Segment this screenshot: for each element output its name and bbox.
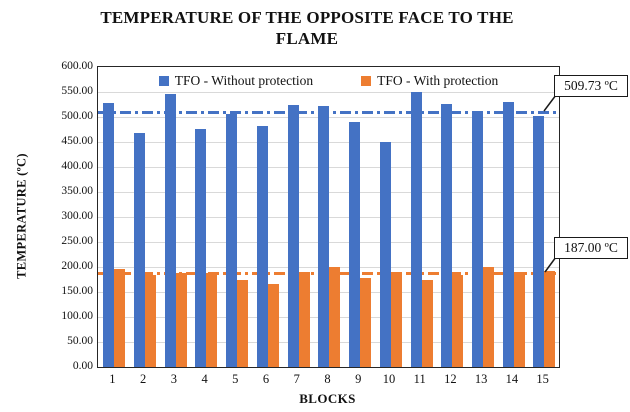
y-tick-label: 500.00	[61, 110, 93, 122]
bar-with-protection-block-9	[360, 278, 372, 367]
bar-without-protection-block-7	[287, 104, 299, 367]
chart-title-line2: FLAME	[275, 29, 339, 48]
legend-item-without-protection: TFO - Without protection	[158, 73, 314, 89]
x-tick-label: 5	[232, 372, 239, 386]
bar-with-protection-block-11	[421, 279, 433, 367]
bar-with-protection-block-2	[144, 275, 156, 367]
x-tick-label: 3	[170, 372, 177, 386]
callout-lower-reference: 187.00 ºC	[554, 237, 628, 259]
x-tick-label: 13	[474, 372, 488, 386]
y-tick-label: 550.00	[61, 85, 93, 97]
bar-without-protection-block-9	[349, 122, 361, 367]
bar-without-protection-block-5	[226, 113, 238, 367]
bar-with-protection-block-1	[114, 269, 126, 367]
bar-without-protection-block-14	[502, 102, 514, 367]
bar-with-protection-block-7	[298, 272, 310, 367]
bar-without-protection-block-13	[472, 111, 483, 367]
callout-upper-label: 509.73 ºC	[564, 78, 618, 93]
bar-with-protection-block-13	[483, 266, 494, 367]
callout-upper-reference: 509.73 ºC	[554, 75, 628, 97]
x-tick-label: 15	[536, 372, 549, 386]
bar-without-protection-block-2	[133, 133, 145, 367]
y-tick-label: 100.00	[61, 310, 93, 322]
x-tick-label: 2	[139, 372, 147, 386]
y-tick-label: 200.00	[61, 260, 93, 272]
legend-label-without-protection: TFO - Without protection	[174, 73, 314, 88]
bar-without-protection-block-3	[164, 93, 176, 367]
x-tick-label: 10	[382, 372, 396, 386]
x-tick-label: 11	[413, 372, 426, 386]
callout-lower-label: 187.00 ºC	[564, 240, 618, 255]
legend-swatch-orange-icon	[361, 76, 372, 86]
y-tick-label: 250.00	[61, 235, 93, 247]
chart-title-line1: TEMPERATURE OF THE OPPOSITE FACE TO THE	[100, 8, 514, 27]
y-tick-label: 0.00	[72, 360, 93, 372]
bar-without-protection-block-6	[256, 126, 268, 367]
bar-with-protection-block-3	[175, 273, 187, 367]
plot-area: TFO - Without protection TFO - With prot…	[97, 66, 560, 368]
x-tick-label: 12	[444, 372, 457, 386]
x-tick-label: 4	[201, 372, 208, 386]
x-tick-label: 9	[355, 372, 362, 386]
y-axis-label: TEMPERATURE (ºC)	[14, 153, 29, 279]
legend-label-with-protection: TFO - With protection	[377, 73, 499, 88]
bar-without-protection-block-10	[379, 142, 391, 367]
bar-without-protection-block-12	[441, 103, 453, 367]
bar-with-protection-block-14	[513, 271, 525, 367]
bar-with-protection-block-5	[237, 279, 249, 367]
y-tick-label: 350.00	[61, 185, 93, 197]
x-tick-label: 6	[262, 372, 270, 386]
gridline	[98, 92, 559, 93]
y-tick-label: 150.00	[61, 285, 93, 297]
chart-legend: TFO - Without protection TFO - With prot…	[98, 73, 559, 89]
bar-without-protection-block-11	[410, 91, 422, 367]
y-tick-label: 450.00	[61, 135, 93, 147]
y-tick-label: 600.00	[61, 60, 93, 72]
bar-without-protection-block-8	[318, 105, 330, 367]
bar-with-protection-block-12	[452, 275, 464, 367]
bar-without-protection-block-1	[103, 103, 115, 367]
bar-without-protection-block-4	[195, 129, 207, 367]
bar-with-protection-block-10	[390, 272, 402, 367]
x-tick-label: 1	[109, 372, 116, 386]
bar-with-protection-block-4	[206, 273, 218, 367]
bar-with-protection-block-15	[544, 271, 556, 367]
x-axis-label: BLOCKS	[299, 391, 356, 406]
bar-without-protection-block-15	[533, 116, 545, 367]
bar-with-protection-block-6	[267, 284, 279, 367]
bar-with-protection-block-8	[329, 266, 341, 367]
y-tick-label: 400.00	[61, 160, 93, 172]
x-tick-label: 14	[505, 372, 519, 386]
y-tick-label: 300.00	[61, 210, 93, 222]
x-tick-label: 8	[324, 372, 331, 386]
x-tick-label: 7	[293, 372, 300, 386]
legend-swatch-blue-icon	[158, 76, 169, 86]
legend-item-with-protection: TFO - With protection	[361, 73, 498, 89]
chart-title: TEMPERATURE OF THE OPPOSITE FACE TO THE …	[47, 7, 567, 49]
y-tick-label: 50.00	[67, 335, 93, 347]
